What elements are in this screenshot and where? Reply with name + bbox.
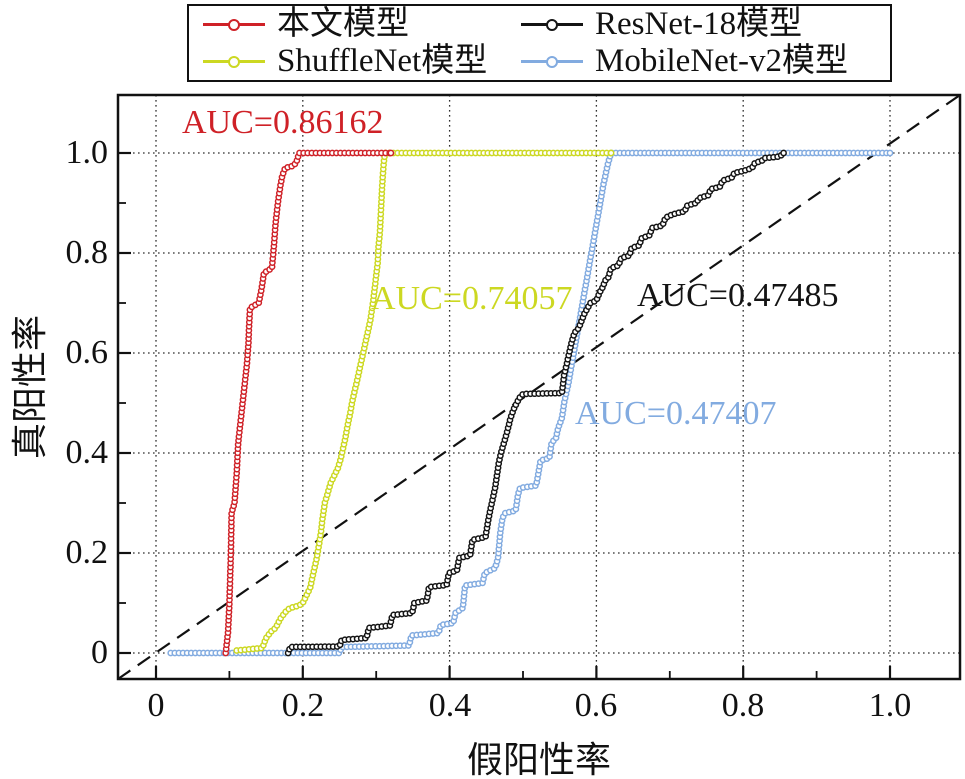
- legend-item-proposed: 本文模型: [203, 6, 521, 43]
- legend-item-shufflenet: ShuffleNet模型: [203, 43, 521, 80]
- axis-ticks: [118, 151, 892, 679]
- roc-curve-2: [284, 149, 787, 657]
- auc-annotation-proposed: AUC=0.86162: [182, 104, 384, 141]
- x-tick-label-04: 0.4: [428, 687, 472, 724]
- y-tick-label-06: 0.6: [65, 334, 109, 371]
- y-tick-label-02: 0.2: [65, 534, 109, 571]
- auc-annotation-mobilenetv2: AUC=0.47407: [575, 395, 777, 432]
- legend-item-mobilenetv2: MobileNet-v2模型: [521, 43, 890, 80]
- legend-marker-proposed: [203, 18, 265, 32]
- auc-annotation-shufflenet: AUC=0.74057: [371, 280, 573, 317]
- roc-curve-3: [167, 149, 894, 657]
- roc-curve-1: [233, 149, 615, 654]
- legend-marker-mobilenetv2: [521, 55, 583, 69]
- x-tick-label-08: 0.8: [721, 687, 765, 724]
- x-tick-label-02: 0.2: [281, 687, 325, 724]
- x-tick-label-0: 0: [147, 687, 165, 724]
- legend-box: 本文模型 ResNet-18模型 ShuffleNet模型 MobileNet-…: [187, 4, 892, 82]
- y-tick-label-0: 0: [91, 634, 108, 671]
- chance-diagonal-line: [117, 94, 961, 680]
- x-tick-label-06: 0.6: [574, 687, 618, 724]
- legend-item-resnet18: ResNet-18模型: [521, 6, 890, 43]
- legend-marker-resnet18: [521, 18, 583, 32]
- y-tick-label-04: 0.4: [65, 434, 109, 471]
- x-axis-title: 假阳性率: [466, 740, 611, 779]
- legend-label-shufflenet: ShuffleNet模型: [277, 43, 488, 79]
- x-tick-label-10: 1.0: [868, 687, 912, 724]
- legend-marker-shufflenet: [203, 55, 265, 69]
- legend-label-resnet18: ResNet-18模型: [595, 6, 803, 42]
- y-tick-label-10: 1.0: [65, 134, 109, 171]
- auc-annotation-resnet18: AUC=0.47485: [637, 277, 839, 314]
- plot-border: [116, 93, 962, 681]
- legend-label-proposed: 本文模型: [277, 6, 409, 42]
- roc-curve-0: [222, 149, 395, 657]
- y-axis-title: 真阳性率: [10, 315, 50, 460]
- legend-label-mobilenetv2: MobileNet-v2模型: [595, 43, 848, 79]
- y-tick-label-08: 0.8: [65, 234, 109, 271]
